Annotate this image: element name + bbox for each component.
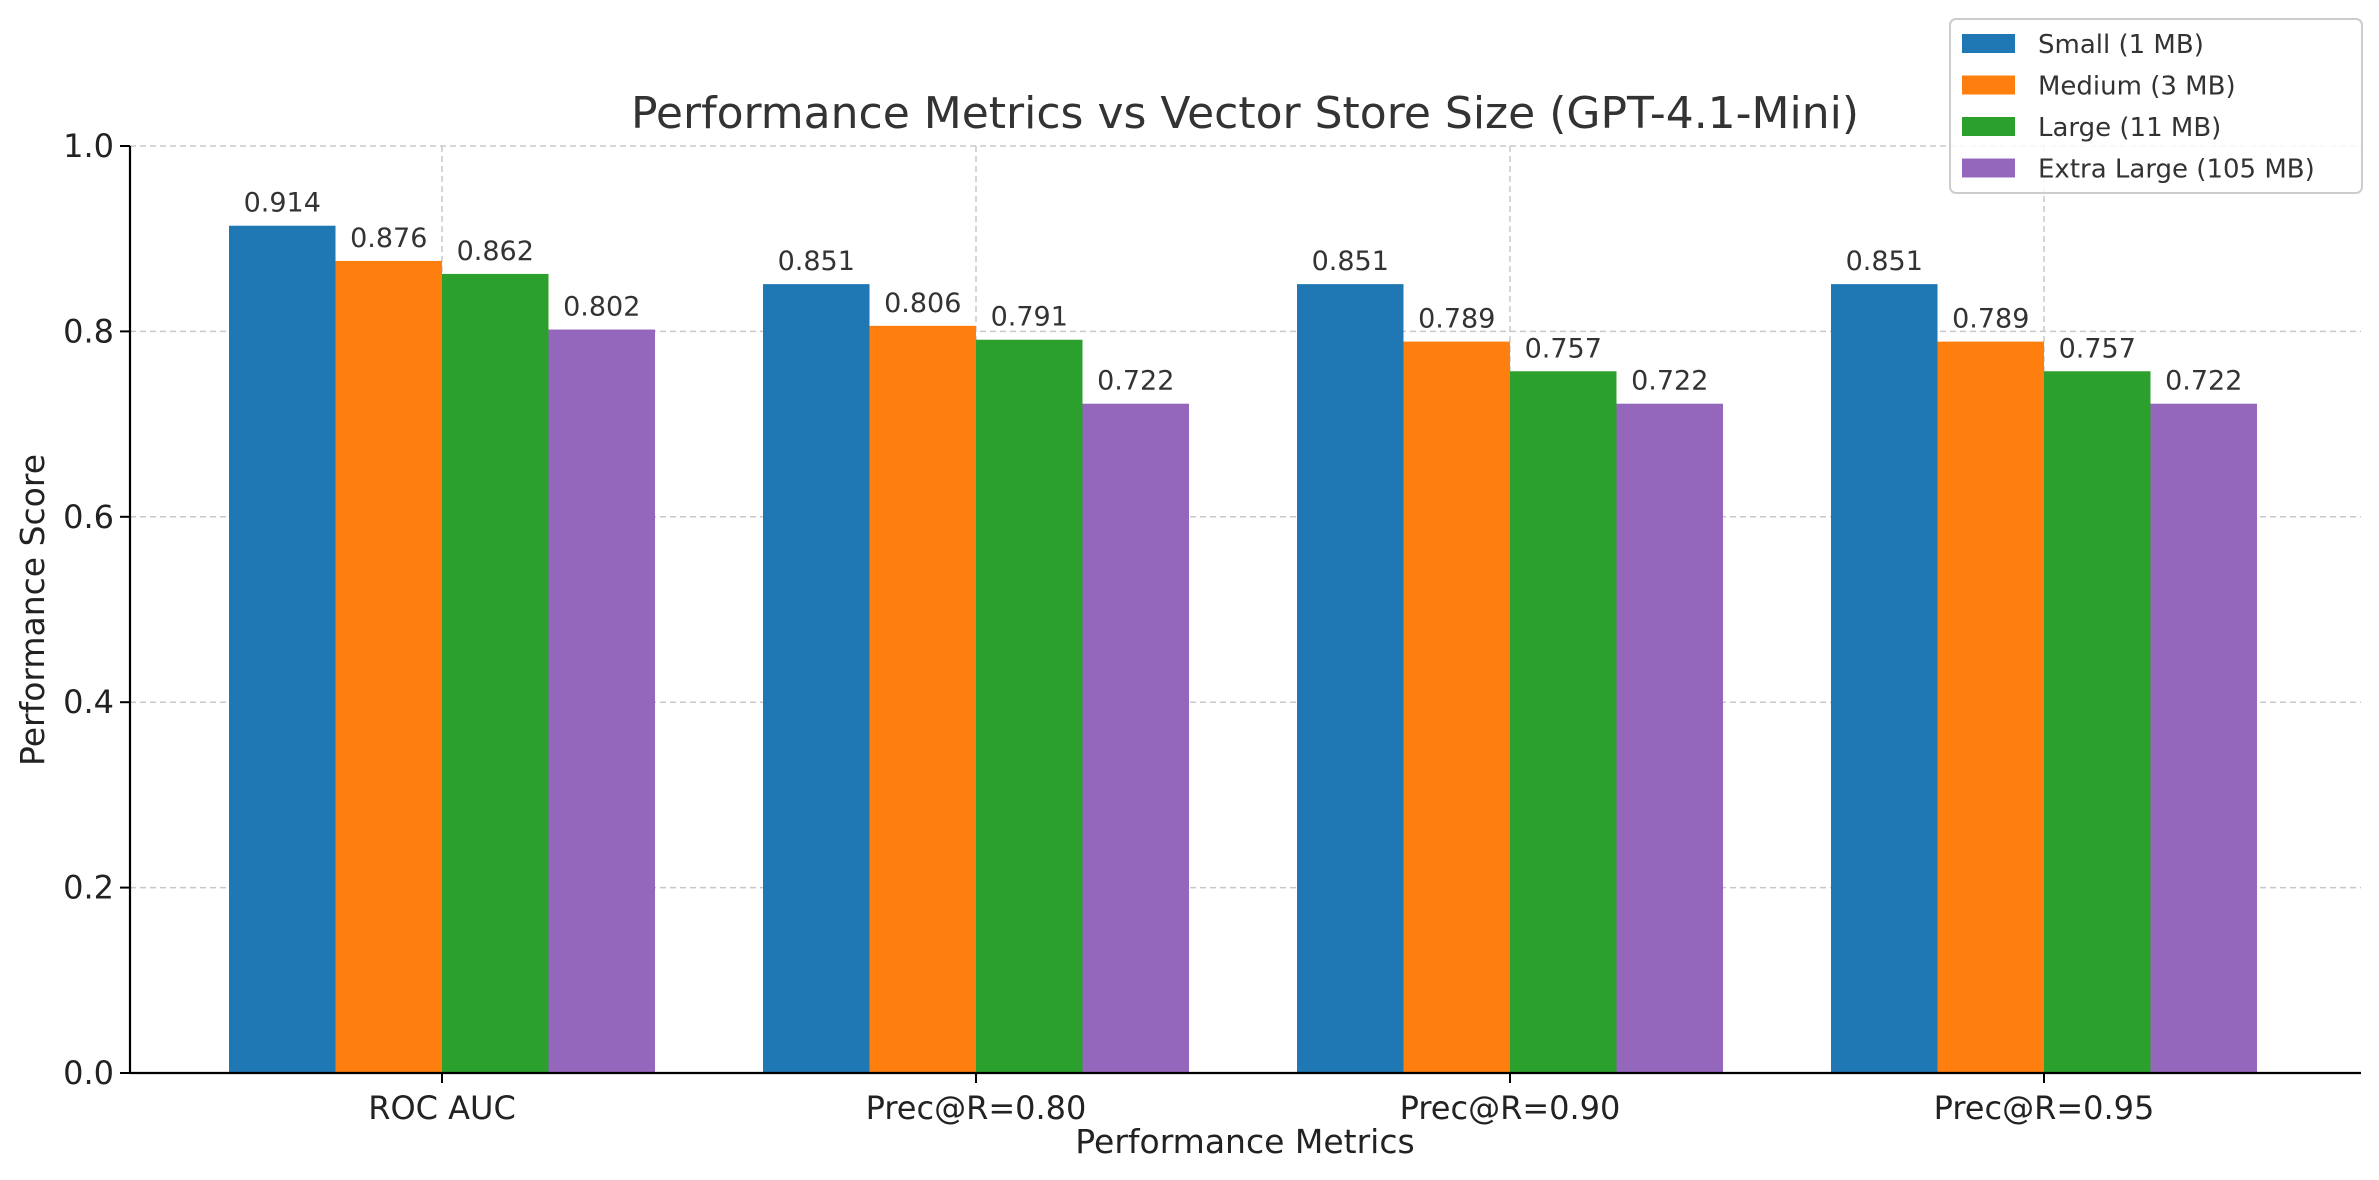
- data-label: 0.722: [1097, 366, 1174, 397]
- x-axis-label: Performance Metrics: [1075, 1122, 1414, 1161]
- data-label: 0.789: [1952, 304, 2029, 335]
- data-label: 0.851: [1312, 246, 1389, 277]
- legend-swatch: [1962, 117, 2015, 136]
- data-label: 0.876: [350, 223, 427, 254]
- data-label: 0.806: [884, 288, 961, 319]
- chart-title: Performance Metrics vs Vector Store Size…: [631, 88, 1859, 139]
- y-tick-label: 1.0: [63, 127, 114, 165]
- data-label: 0.757: [2059, 333, 2136, 364]
- bar: [1403, 341, 1510, 1073]
- data-label: 0.789: [1418, 304, 1495, 335]
- data-labels: 0.914 0.851 0.851 0.851 0.876 0.806 0.789 0.789…: [244, 188, 2243, 397]
- y-tick-label: 0.4: [63, 683, 114, 721]
- data-label: 0.851: [778, 246, 855, 277]
- data-label: 0.722: [2165, 366, 2242, 397]
- bars: [229, 225, 2257, 1074]
- axes: 0.0 0.2 0.4 0.6 0.8 1.0 ROC AUC Prec@R=0.80 Prec…: [63, 127, 2361, 1127]
- y-axis-label: Performance Score: [13, 454, 52, 766]
- data-label: 0.851: [1846, 246, 1923, 277]
- bar: [1831, 284, 1938, 1073]
- bar: [229, 225, 336, 1074]
- data-label: 0.722: [1631, 366, 1708, 397]
- x-tick-label: ROC AUC: [368, 1089, 516, 1127]
- legend-entry: Large (11 MB): [2038, 113, 2221, 143]
- data-label: 0.862: [457, 236, 534, 267]
- bar: [1510, 371, 1617, 1073]
- bar: [335, 260, 442, 1073]
- legend-swatch: [1962, 34, 2015, 53]
- legend-swatch: [1962, 158, 2015, 178]
- y-tick-label: 0.2: [63, 869, 114, 907]
- x-tick-label: Prec@R=0.90: [1400, 1089, 1621, 1127]
- y-tick-label: 0.6: [63, 498, 114, 536]
- y-tick-label: 0.0: [63, 1054, 114, 1092]
- legend-entry: Medium (3 MB): [2038, 72, 2236, 102]
- bar: [869, 325, 976, 1073]
- y-tick-label: 0.8: [63, 312, 114, 350]
- data-label: 0.757: [1525, 333, 1602, 364]
- legend: Small (1 MB) Medium (3 MB) Large (11 MB) Ex…: [1949, 18, 2363, 194]
- bar: [976, 339, 1083, 1073]
- bar: [2150, 403, 2257, 1073]
- bar: [1297, 284, 1404, 1073]
- x-tick-label: Prec@R=0.95: [1934, 1089, 2155, 1127]
- bar: [1937, 341, 2044, 1073]
- bar: [763, 284, 870, 1073]
- x-tick-label: Prec@R=0.80: [866, 1089, 1087, 1127]
- data-label: 0.802: [563, 292, 640, 323]
- bar: [442, 273, 549, 1073]
- bar: [2044, 371, 2151, 1073]
- legend-box: [1949, 18, 2363, 194]
- bar: [548, 329, 655, 1073]
- data-label: 0.914: [244, 188, 321, 219]
- data-label: 0.791: [991, 302, 1068, 333]
- bar: [1616, 403, 1723, 1073]
- legend-entry: Extra Large (105 MB): [2038, 155, 2315, 185]
- legend-entry: Small (1 MB): [2038, 30, 2204, 60]
- bar: [1082, 403, 1189, 1073]
- legend-swatch: [1962, 75, 2015, 95]
